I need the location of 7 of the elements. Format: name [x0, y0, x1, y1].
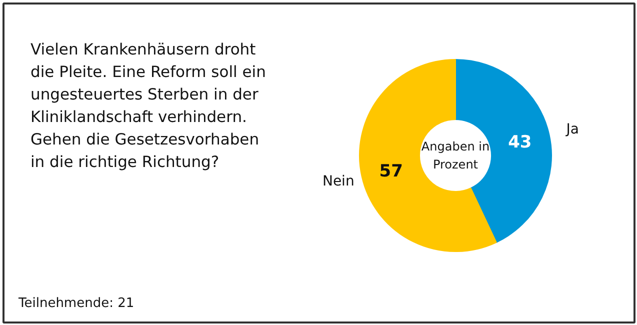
slice-label: Ja: [565, 121, 579, 138]
text: Teilnehmende: 21: [18, 296, 134, 311]
data-label: 57: [379, 161, 403, 182]
slice-label: Nein: [322, 174, 354, 190]
text: Vielen Krankenhäusern droht die Pleite. Eine Reform soll ein ungesteuertes Sterben in der Kliniklandschaft verhindern. Gehen die Gesetzesvorhaben in die richtige Richtung?: [30, 40, 266, 171]
text: Angaben in Prozent: [421, 139, 490, 172]
data-label: 43: [508, 132, 532, 153]
